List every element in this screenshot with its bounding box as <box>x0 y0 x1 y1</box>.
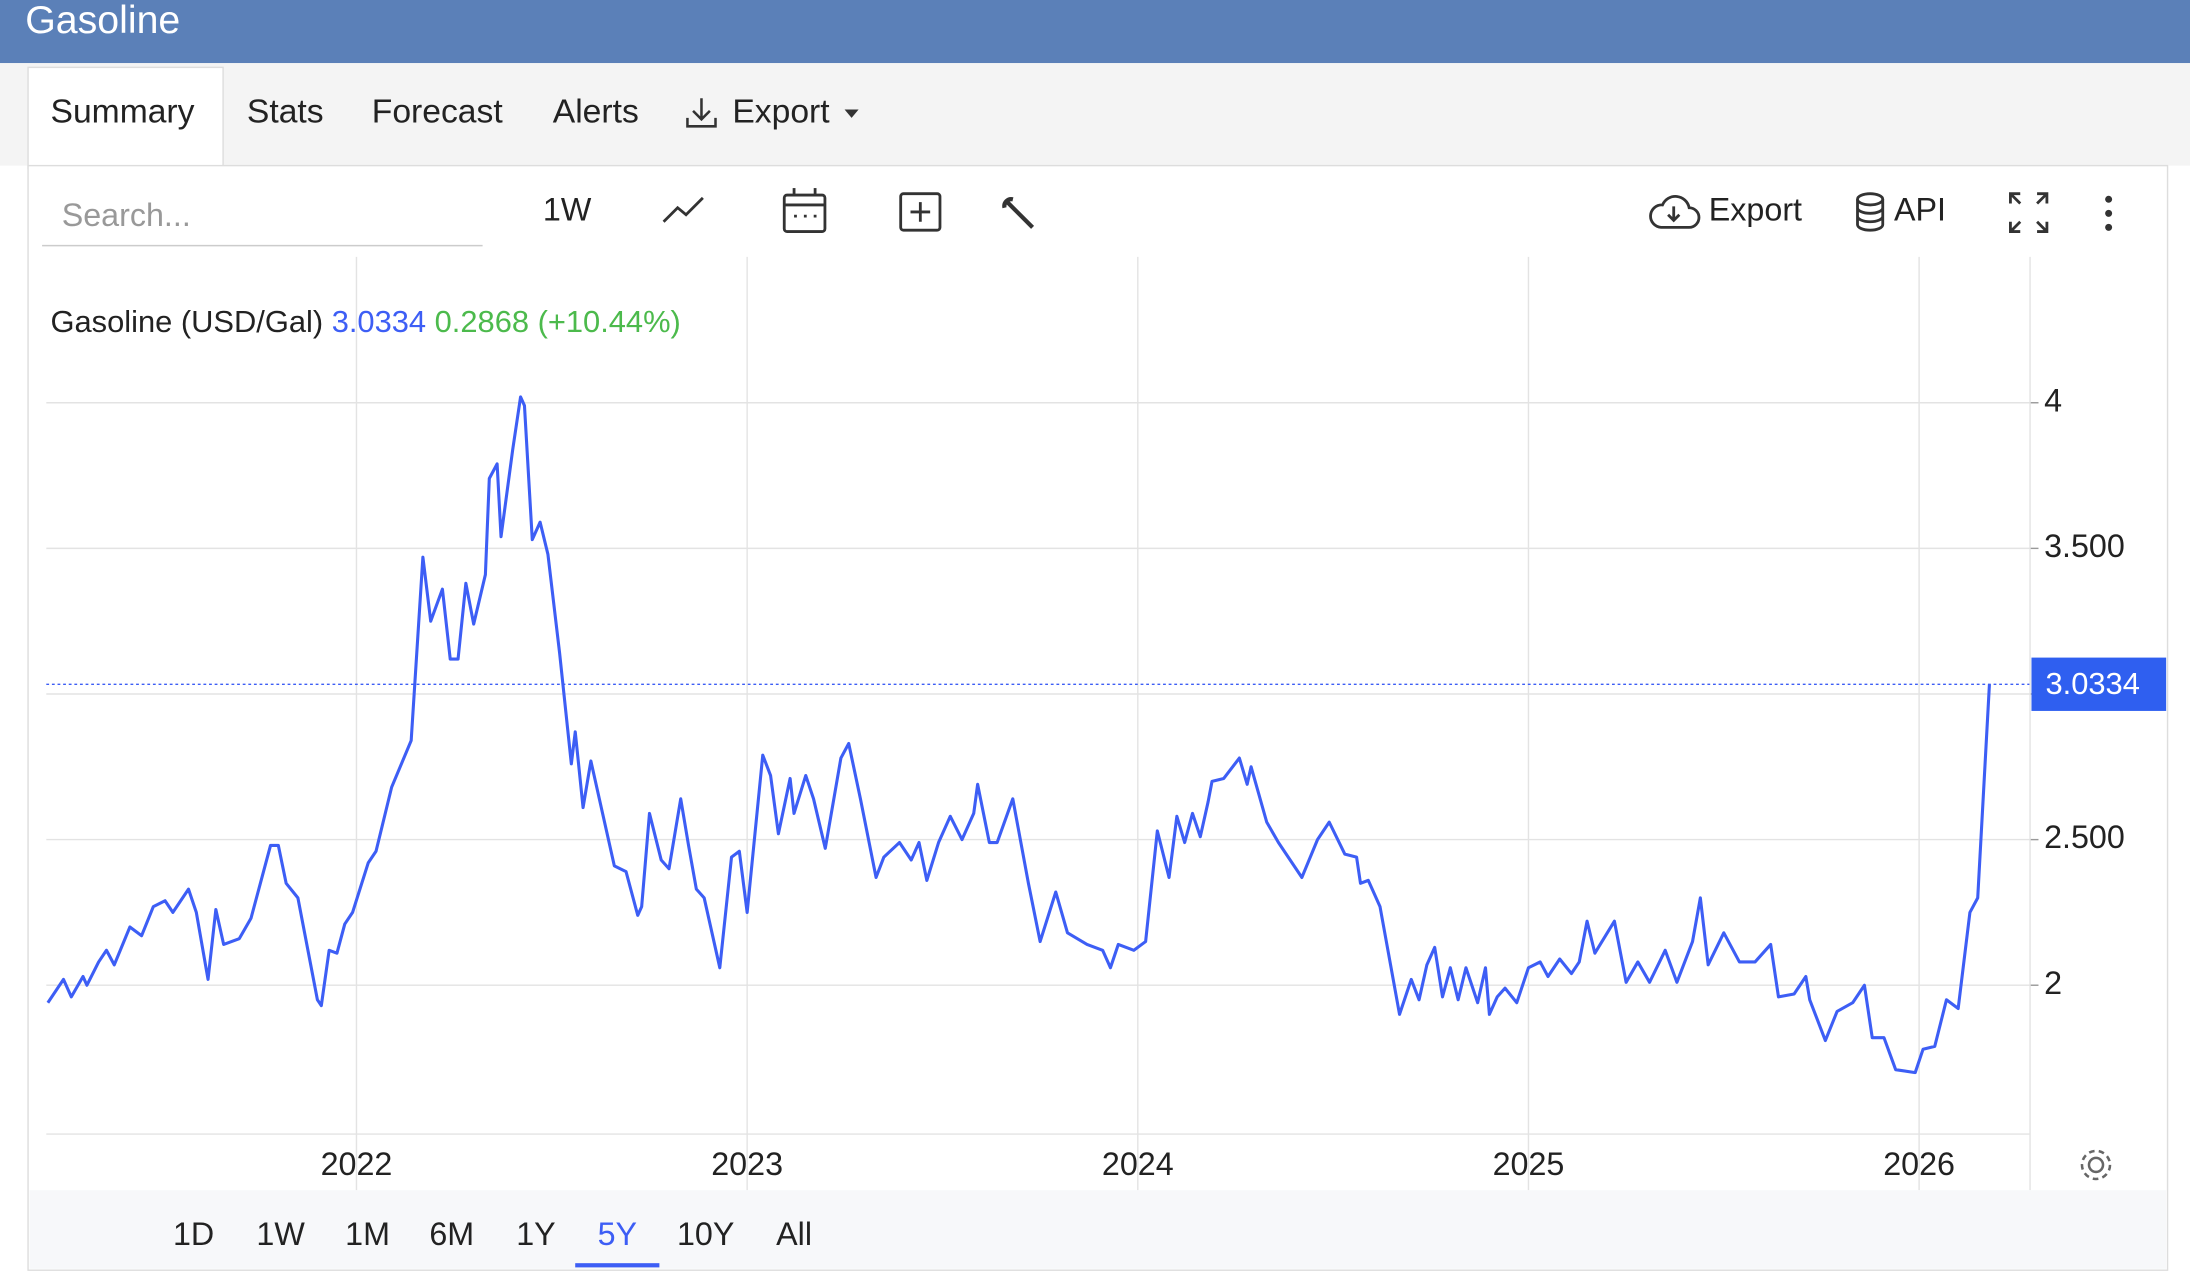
last-price-label: 3.0334 <box>2045 666 2139 701</box>
x-tick-label: 2023 <box>711 1146 783 1182</box>
more-button[interactable] <box>2105 195 2113 231</box>
range-button[interactable]: 6M <box>429 1216 474 1252</box>
add-indicator-button[interactable] <box>899 192 942 232</box>
range-button[interactable]: 1M <box>345 1216 390 1252</box>
tab[interactable]: Alerts <box>553 94 639 131</box>
y-tick-label: 2.500 <box>2044 819 2125 855</box>
database-icon <box>1856 192 1885 232</box>
range-button[interactable]: All <box>776 1216 812 1252</box>
x-tick-label: 2026 <box>1883 1146 1955 1182</box>
y-tick-label: 3.500 <box>2044 528 2125 564</box>
legend-value: 3.0334 <box>332 304 426 339</box>
range-buttons: 1D 1W 1M 6M 1Y 5Y 10Y All <box>173 1216 812 1268</box>
download-icon <box>686 98 717 128</box>
fullscreen-button[interactable] <box>2009 192 2049 233</box>
range-button[interactable]: 10Y <box>677 1216 734 1252</box>
legend-change-pct: (+10.44%) <box>538 304 681 339</box>
legend: Gasoline (USD/Gal) 3.0334 0.2868 (+10.44… <box>51 304 681 339</box>
chart-panel <box>27 164 2169 1271</box>
x-tick-label: 2025 <box>1493 1146 1565 1182</box>
y-tick-label: 4 <box>2044 382 2062 418</box>
range-button[interactable]: 1D <box>173 1216 214 1252</box>
y-tick-label: 2 <box>2044 965 2062 1001</box>
price-line <box>46 395 1991 1075</box>
tab[interactable]: Export <box>732 94 830 131</box>
range-button[interactable]: 5Y <box>598 1216 637 1252</box>
tab[interactable]: Stats <box>247 94 324 131</box>
cloud-icon <box>1649 195 1701 229</box>
calendar-button[interactable] <box>782 188 827 233</box>
chart-type-button[interactable] <box>662 196 704 223</box>
range-button[interactable]: 1Y <box>516 1216 555 1252</box>
settings-button[interactable] <box>2080 1149 2112 1181</box>
range-active-underline <box>575 1263 660 1268</box>
range-button[interactable]: 1W <box>256 1216 305 1252</box>
tab[interactable]: Summary <box>51 94 195 131</box>
x-tick-label: 2024 <box>1102 1146 1174 1182</box>
plot-area: 2022202320242025202622.50033.50043.0334G… <box>46 256 2167 1191</box>
search-input[interactable]: Search... <box>62 197 191 233</box>
interval-button[interactable]: 1W <box>543 191 592 227</box>
legend-change: 0.2868 <box>435 304 529 339</box>
export-button[interactable]: Export <box>1709 191 1802 227</box>
tab-bar <box>0 63 2190 166</box>
active-tab <box>27 66 224 170</box>
tab[interactable]: Forecast <box>372 94 504 131</box>
legend-name: Gasoline (USD/Gal) <box>51 304 324 339</box>
x-tick-label: 2022 <box>321 1146 393 1182</box>
caret <box>844 109 859 118</box>
header-bar <box>0 0 2190 64</box>
api-button[interactable]: API <box>1894 191 1946 227</box>
last-price-box <box>2031 657 2167 711</box>
header-title: Gasoline <box>25 0 180 42</box>
tools-button[interactable] <box>1002 197 1035 229</box>
range-bar <box>29 1190 2167 1269</box>
